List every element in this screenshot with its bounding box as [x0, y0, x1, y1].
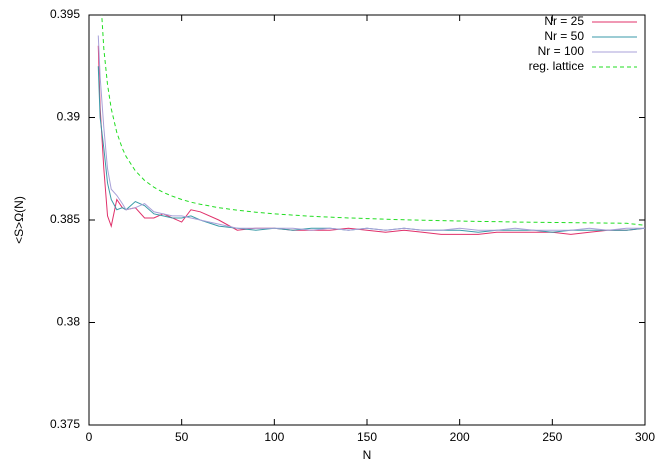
- y-tick-label: 0.385: [50, 212, 80, 226]
- x-tick-label: 150: [357, 430, 377, 444]
- x-tick-label: 0: [86, 430, 93, 444]
- legend-label: Nr = 25: [544, 14, 584, 28]
- series-line: [97, 66, 645, 233]
- x-tick-label: 50: [175, 430, 189, 444]
- series-line: [97, 45, 645, 235]
- x-tick-label: 300: [635, 430, 655, 444]
- x-tick-label: 100: [264, 430, 284, 444]
- legend-label: Nr = 50: [544, 29, 584, 43]
- series-line: [97, 35, 645, 231]
- legend-label: reg. lattice: [529, 59, 585, 73]
- y-tick-label: 0.38: [57, 315, 81, 329]
- legend-label: Nr = 100: [538, 44, 585, 58]
- series-line: [101, 15, 645, 226]
- y-tick-label: 0.395: [50, 7, 80, 21]
- x-tick-label: 200: [450, 430, 470, 444]
- y-tick-label: 0.375: [50, 417, 80, 431]
- plot-frame: [88, 14, 646, 426]
- y-axis-label: <S>Ω(N): [12, 196, 26, 244]
- x-tick-label: 250: [542, 430, 562, 444]
- x-axis-label: N: [363, 448, 372, 462]
- y-tick-label: 0.39: [57, 110, 81, 124]
